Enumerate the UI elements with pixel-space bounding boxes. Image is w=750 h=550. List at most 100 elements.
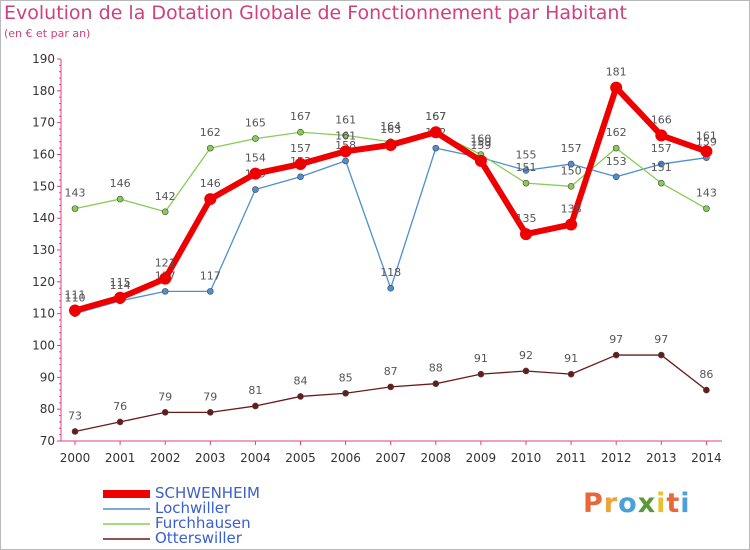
- data-label: 87: [384, 365, 398, 378]
- data-label: 97: [654, 333, 668, 346]
- logo-letter: o: [618, 488, 638, 519]
- data-label: 165: [245, 117, 266, 130]
- data-label: 118: [380, 266, 401, 279]
- data-point: [657, 179, 665, 187]
- data-point: [71, 205, 79, 212]
- data-point: [342, 389, 349, 397]
- data-point: [612, 173, 620, 181]
- y-tick-label: 80: [40, 402, 55, 416]
- data-point: [252, 186, 259, 193]
- chart-title: Evolution de la Dotation Globale de Fonc…: [4, 2, 627, 24]
- data-label: 181: [606, 66, 627, 79]
- y-tick-label: 130: [32, 243, 55, 257]
- data-point: [342, 157, 349, 165]
- x-tick-label: 2001: [105, 451, 136, 465]
- data-label: 150: [561, 164, 582, 177]
- data-point: [703, 386, 710, 394]
- x-tick-label: 2011: [556, 451, 587, 465]
- data-label: 153: [606, 155, 627, 168]
- x-tick-label: 2003: [195, 451, 226, 465]
- data-point: [567, 183, 575, 190]
- data-label: 85: [339, 371, 353, 384]
- data-label: 92: [519, 349, 533, 362]
- data-point: [294, 158, 307, 171]
- logo-letter: i: [656, 488, 667, 519]
- data-label: 159: [696, 136, 717, 149]
- data-point: [612, 351, 620, 359]
- x-tick-label: 2013: [646, 451, 677, 465]
- data-point: [567, 160, 575, 168]
- data-point: [657, 351, 665, 359]
- y-tick-label: 180: [32, 84, 55, 98]
- data-point: [387, 284, 395, 292]
- data-point: [432, 380, 440, 388]
- data-point: [565, 218, 578, 231]
- data-point: [207, 144, 214, 152]
- data-point: [522, 367, 530, 375]
- logo-letter: x: [637, 488, 657, 519]
- data-point: [700, 145, 713, 158]
- data-point: [610, 81, 623, 94]
- x-tick-label: 2008: [421, 451, 452, 465]
- logo-letter: P: [583, 488, 604, 519]
- x-tick-label: 2005: [285, 451, 316, 465]
- data-point: [522, 167, 530, 174]
- data-label: 151: [651, 161, 672, 174]
- data-label: 167: [290, 110, 311, 123]
- data-point: [297, 393, 304, 400]
- data-label: 97: [609, 333, 623, 346]
- data-point: [116, 418, 124, 426]
- data-point: [207, 409, 214, 416]
- logo-letter: t: [666, 488, 681, 519]
- data-label: 157: [290, 142, 311, 155]
- proxiti-logo: Proxiti: [583, 488, 691, 519]
- data-point: [429, 126, 442, 139]
- data-label: 88: [429, 362, 443, 375]
- data-point: [655, 129, 668, 142]
- legend-label: Lochwiller: [155, 499, 231, 517]
- data-point: [252, 135, 259, 142]
- y-tick-label: 170: [32, 116, 55, 130]
- data-label: 167: [425, 110, 446, 123]
- data-point: [207, 288, 214, 295]
- legend-label: SCHWENHEIM: [155, 484, 260, 502]
- y-tick-label: 90: [40, 370, 55, 384]
- data-point: [522, 179, 530, 187]
- data-label: 164: [380, 120, 401, 133]
- data-label: 159: [470, 136, 491, 149]
- data-label: 86: [699, 368, 713, 381]
- data-label: 91: [564, 352, 578, 365]
- data-label: 135: [516, 212, 537, 225]
- x-tick-label: 2002: [150, 451, 181, 465]
- x-tick-label: 2010: [511, 451, 542, 465]
- data-label: 111: [65, 288, 86, 301]
- logo-letter: i: [680, 488, 691, 519]
- data-point: [116, 195, 124, 203]
- data-point: [432, 144, 440, 152]
- x-tick-label: 2004: [240, 451, 271, 465]
- x-tick-label: 2014: [691, 451, 722, 465]
- data-label: 162: [606, 126, 627, 139]
- y-tick-label: 140: [32, 211, 55, 225]
- data-point: [161, 208, 169, 216]
- data-label: 157: [651, 142, 672, 155]
- data-label: 157: [561, 142, 582, 155]
- legend-label: Otterswiller: [155, 529, 242, 547]
- data-label: 138: [561, 203, 582, 216]
- data-label: 115: [110, 276, 131, 289]
- data-point: [249, 167, 262, 180]
- data-label: 159: [470, 139, 491, 152]
- x-tick-label: 2000: [60, 451, 91, 465]
- data-label: 143: [696, 187, 717, 200]
- data-point: [71, 428, 79, 435]
- data-point: [474, 154, 487, 167]
- data-label: 110: [65, 292, 86, 305]
- data-label: 73: [68, 409, 82, 422]
- legend-label: Furchhausen: [155, 514, 251, 532]
- data-label: 155: [516, 148, 537, 161]
- data-point: [342, 132, 349, 139]
- data-point: [703, 205, 710, 212]
- data-point: [161, 288, 169, 295]
- data-point: [159, 272, 172, 285]
